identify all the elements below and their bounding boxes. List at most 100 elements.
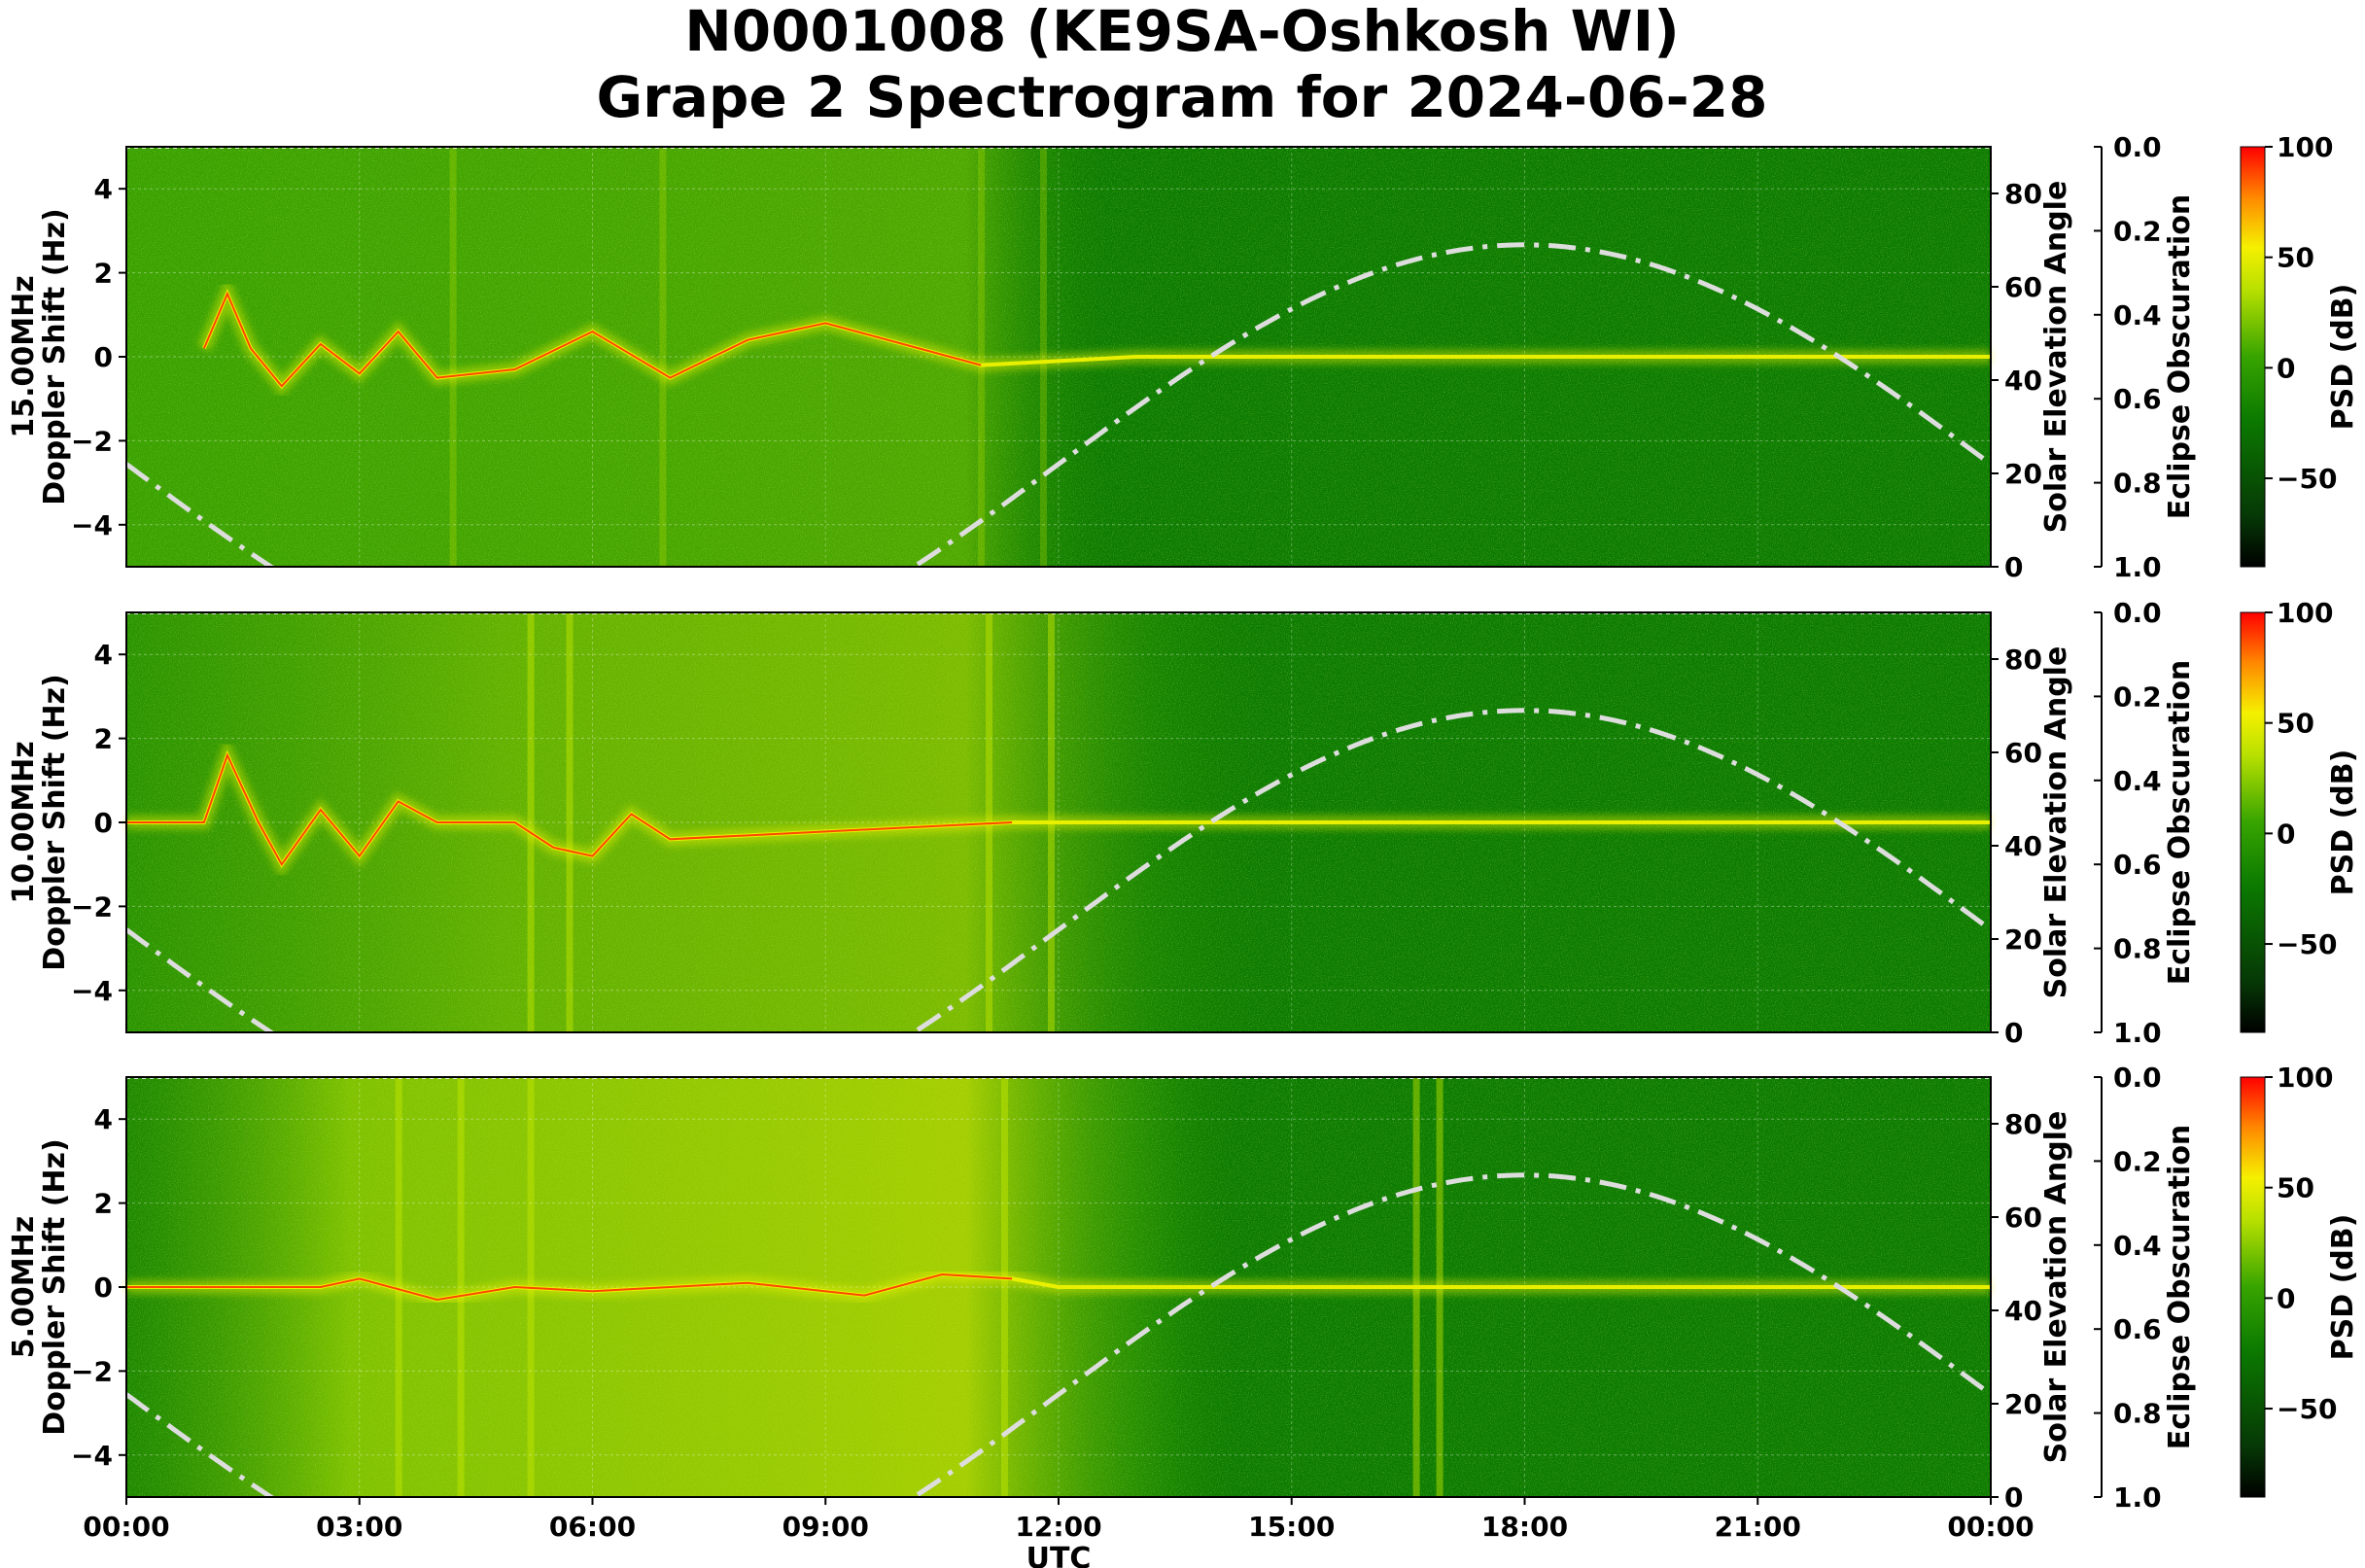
carrier-peak-trace (126, 1272, 1013, 1302)
y-axis-label-frequency: 15.00MHz (7, 275, 41, 437)
interference-streak (527, 612, 535, 1032)
solar-elevation-curve (126, 708, 1991, 1032)
obscuration-tick-label: 0.8 (2113, 468, 2162, 500)
obscuration-tick-label: 0.6 (2113, 1313, 2162, 1345)
elevation-tick-label: 40 (2004, 830, 2042, 862)
obscuration-tick-label: 0.0 (2113, 1062, 2162, 1094)
elevation-axis-label: Solar Elevation Angle (2039, 646, 2073, 999)
x-tick-label: 00:00 (83, 1511, 169, 1543)
obscuration-tick-label: 0.4 (2113, 765, 2162, 797)
x-tick-label: 15:00 (1248, 1511, 1335, 1543)
obscuration-tick-label: 0.2 (2113, 215, 2162, 247)
colorbar-label: PSD (dB) (2326, 284, 2360, 431)
obscuration-tick-label: 0.8 (2113, 933, 2162, 965)
x-tick-label: 00:00 (1947, 1511, 2034, 1543)
x-tick-label: 09:00 (783, 1511, 869, 1543)
obscuration-tick-label: 0.4 (2113, 299, 2162, 331)
obscuration-tick-label: 0.2 (2113, 680, 2162, 713)
elevation-tick-label: 20 (2004, 1388, 2042, 1420)
y-tick-label: 0 (94, 807, 113, 839)
colorbar (2240, 146, 2266, 568)
elevation-tick-label: 0 (2004, 1481, 2023, 1514)
obscuration-axis-label: Eclipse Obscuration (2163, 194, 2197, 520)
y-tick-label: −4 (71, 975, 113, 1007)
y-tick-label: 4 (94, 173, 113, 205)
y-axis-label-doppler: Doppler Shift (Hz) (38, 674, 72, 970)
y-tick-label: 0 (94, 1272, 113, 1304)
elevation-tick-label: 60 (2004, 1202, 2042, 1234)
obscuration-tick-label: 0.8 (2113, 1398, 2162, 1430)
elevation-tick-label: 40 (2004, 1295, 2042, 1327)
obscuration-tick-label: 1.0 (2113, 1017, 2162, 1049)
chart-title-line2: Grape 2 Spectrogram for 2024-06-28 (597, 64, 1768, 130)
y-tick-label: −2 (71, 425, 113, 457)
colorbar-label: PSD (dB) (2326, 749, 2360, 896)
elevation-tick-label: 80 (2004, 644, 2042, 676)
x-axis-label: UTC (1026, 1542, 1092, 1568)
y-axis-label-frequency: 5.00MHz (7, 1216, 41, 1358)
y-tick-label: 4 (94, 1103, 113, 1135)
elevation-tick-label: 0 (2004, 551, 2023, 583)
colorbar-tick-label: 100 (2277, 131, 2333, 163)
interference-streak (1001, 1077, 1009, 1497)
obscuration-axis-label: Eclipse Obscuration (2163, 1125, 2197, 1450)
x-tick-label: 21:00 (1715, 1511, 1801, 1543)
carrier-peak-trace (126, 752, 1013, 867)
y-axis-label-doppler: Doppler Shift (Hz) (38, 1138, 72, 1435)
interference-streak (457, 1077, 465, 1497)
colorbar-label: PSD (dB) (2326, 1214, 2360, 1361)
colorbar-tick-label: 50 (2277, 242, 2314, 274)
elevation-tick-label: 80 (2004, 1108, 2042, 1140)
y-tick-label: 2 (94, 723, 113, 755)
elevation-axis-label: Solar Elevation Angle (2039, 181, 2073, 534)
colorbar-tick-label: 0 (2277, 818, 2295, 850)
interference-streak (659, 147, 667, 567)
colorbar-tick-label: −50 (2277, 1393, 2337, 1425)
interference-streak (978, 147, 986, 567)
y-tick-label: 4 (94, 639, 113, 671)
obscuration-tick-label: 0.6 (2113, 383, 2162, 415)
elevation-axis-label: Solar Elevation Angle (2039, 1111, 2073, 1464)
carrier-peak-trace (202, 291, 982, 388)
interference-streak (566, 612, 574, 1032)
y-tick-label: −4 (71, 1440, 113, 1472)
colorbar-tick-label: 100 (2277, 1062, 2333, 1094)
interference-streak (449, 147, 457, 567)
elevation-tick-label: 0 (2004, 1017, 2023, 1049)
elevation-tick-label: 80 (2004, 178, 2042, 210)
colorbar-tick-label: −50 (2277, 463, 2337, 495)
solar-elevation-curve (126, 242, 1991, 567)
colorbar-tick-label: 100 (2277, 597, 2333, 629)
y-tick-label: 2 (94, 1188, 113, 1220)
chart-title-line1: N0001008 (KE9SA-Oshkosh WI) (684, 0, 1679, 64)
elevation-tick-label: 20 (2004, 458, 2042, 490)
y-tick-label: −4 (71, 509, 113, 541)
colorbar-tick-label: −50 (2277, 928, 2337, 960)
colorbar (2240, 611, 2266, 1033)
obscuration-tick-label: 1.0 (2113, 1481, 2162, 1514)
obscuration-axis-label: Eclipse Obscuration (2163, 660, 2197, 986)
x-tick-label: 06:00 (549, 1511, 636, 1543)
y-tick-label: 2 (94, 258, 113, 290)
colorbar-tick-label: 0 (2277, 1282, 2295, 1314)
obscuration-tick-label: 0.6 (2113, 849, 2162, 881)
colorbar-tick-label: 50 (2277, 1172, 2314, 1204)
solar-elevation-curve (126, 1172, 1991, 1497)
y-axis-label-frequency: 10.00MHz (7, 741, 41, 903)
elevation-tick-label: 60 (2004, 737, 2042, 769)
y-tick-label: −2 (71, 1355, 113, 1387)
elevation-tick-label: 60 (2004, 271, 2042, 303)
colorbar (2240, 1076, 2266, 1498)
obscuration-tick-label: 1.0 (2113, 551, 2162, 583)
x-tick-label: 12:00 (1015, 1511, 1101, 1543)
elevation-tick-label: 40 (2004, 365, 2042, 397)
y-tick-label: −2 (71, 890, 113, 923)
obscuration-tick-label: 0.0 (2113, 131, 2162, 163)
colorbar-tick-label: 0 (2277, 352, 2295, 384)
colorbar-tick-label: 50 (2277, 708, 2314, 740)
elevation-tick-label: 20 (2004, 923, 2042, 956)
